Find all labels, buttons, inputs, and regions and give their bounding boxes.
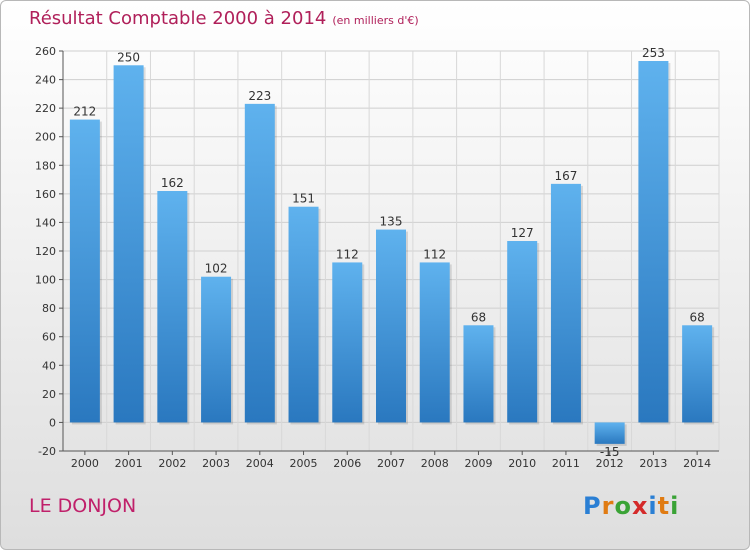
data-label-2008: 112	[423, 247, 446, 261]
x-tick-label: 2012	[596, 457, 624, 470]
data-label-2003: 102	[205, 262, 228, 276]
data-label-2007: 135	[380, 215, 403, 229]
bar-2001	[113, 65, 144, 423]
x-tick-label: 2010	[508, 457, 536, 470]
logo-letter: i	[670, 492, 680, 520]
x-tick-label: 2006	[333, 457, 361, 470]
bar-2000	[69, 119, 100, 423]
x-tick-label: 2011	[552, 457, 580, 470]
proxiti-logo: Proxiti	[583, 492, 679, 520]
y-tick-label: 40	[42, 359, 56, 372]
data-label-2005: 151	[292, 192, 315, 206]
logo-letter: o	[614, 492, 632, 520]
y-tick-label: 80	[42, 302, 56, 315]
logo-letter: P	[583, 492, 602, 520]
place-name: LE DONJON	[29, 495, 137, 517]
x-tick-label: 2004	[246, 457, 274, 470]
data-label-2013: 253	[642, 46, 665, 60]
y-tick-label: 180	[35, 159, 56, 172]
data-label-2012: -15	[600, 445, 620, 459]
bar-2013	[638, 61, 669, 423]
logo-letter: x	[631, 492, 649, 520]
data-label-2000: 212	[73, 105, 96, 119]
x-tick-label: 2003	[202, 457, 230, 470]
y-tick-label: 20	[42, 388, 56, 401]
y-tick-label: 260	[35, 45, 56, 58]
x-tick-label: 2000	[71, 457, 99, 470]
x-tick-label: 2005	[290, 457, 318, 470]
bar-2010	[507, 241, 538, 423]
x-tick-label: 2001	[115, 457, 143, 470]
x-tick-label: 2007	[377, 457, 405, 470]
bar-2002	[157, 191, 188, 423]
logo-letter: i	[648, 492, 658, 520]
x-tick-label: 2009	[464, 457, 492, 470]
bar-2008	[419, 262, 450, 423]
data-label-2009: 68	[471, 310, 486, 324]
y-tick-label: 240	[35, 74, 56, 87]
y-tick-label: 0	[49, 416, 56, 429]
bars	[69, 61, 715, 446]
bar-2014	[682, 325, 713, 423]
bar-2011	[550, 183, 581, 423]
y-tick-label: 120	[35, 245, 56, 258]
x-tick-label: 2002	[158, 457, 186, 470]
y-tick-label: 100	[35, 274, 56, 287]
y-tick-label: 160	[35, 188, 56, 201]
bar-2007	[376, 229, 406, 423]
x-tick-label: 2013	[639, 457, 667, 470]
axes: -20 0 20 40 60 80 100 120 140 160 180 200 220 240 260 2…	[35, 45, 719, 470]
x-tick-label: 2014	[683, 457, 711, 470]
logo-letter: t	[657, 492, 671, 520]
y-tick-label: 220	[35, 102, 56, 115]
bar-2012	[594, 422, 625, 444]
y-tick-label: 200	[35, 131, 56, 144]
data-label-2006: 112	[336, 247, 359, 261]
bar-2003	[201, 276, 232, 423]
data-label-2001: 250	[117, 50, 140, 64]
data-label-2011: 167	[554, 169, 577, 183]
x-tick-label: 2008	[421, 457, 449, 470]
data-label-2002: 162	[161, 176, 184, 190]
y-tick-label: 60	[42, 331, 56, 344]
chart-subtitle: (en milliers d'€)	[332, 14, 419, 27]
y-tick-label: 140	[35, 216, 56, 229]
bar-2006	[332, 262, 363, 423]
y-tick-label: -20	[38, 445, 56, 458]
data-label-2010: 127	[511, 226, 534, 240]
chart-title: Résultat Comptable 2000 à 2014 (en millie…	[29, 8, 419, 29]
logo-letter: r	[601, 492, 615, 520]
data-label-2014: 68	[689, 310, 704, 324]
bar-2009	[463, 325, 494, 423]
bar-2005	[288, 206, 319, 423]
bar-2004	[244, 103, 275, 423]
data-labels: 212 250 162 102 223 151 112 135 112 68 127 167 -15 25…	[73, 46, 704, 459]
chart-title-text: Résultat Comptable 2000 à 2014	[29, 8, 327, 29]
data-label-2004: 223	[248, 89, 271, 103]
